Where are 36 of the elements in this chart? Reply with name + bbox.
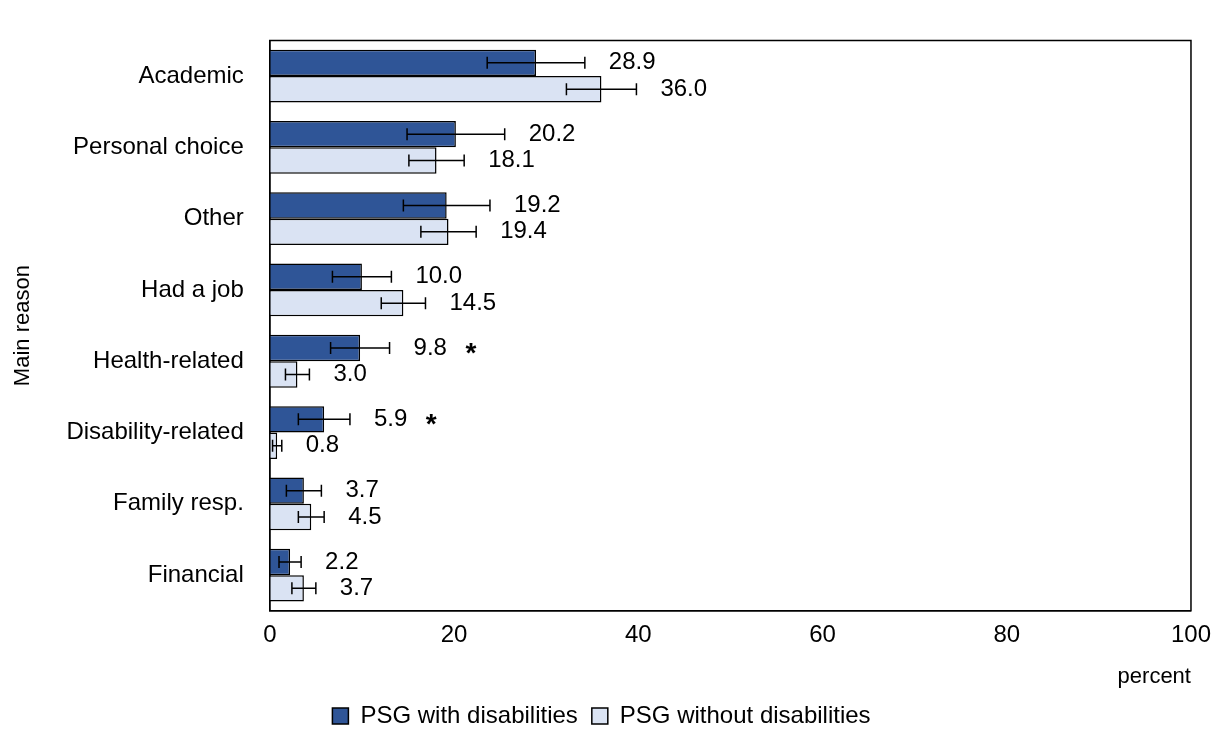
x-tick-label: 20 — [440, 619, 468, 647]
data-label: 3.7 — [339, 572, 374, 600]
annotation: * — [425, 408, 437, 440]
y-tick-label: Academic — [138, 60, 244, 88]
data-label: 14.5 — [449, 287, 497, 315]
data-label: 20.2 — [528, 118, 576, 146]
y-tick-label: Personal choice — [73, 131, 244, 159]
data-label: 3.0 — [333, 359, 367, 387]
x-tick-label: 80 — [993, 619, 1021, 647]
data-label: 10.0 — [415, 261, 463, 289]
data-label: 36.0 — [660, 73, 708, 101]
data-label: 0.8 — [305, 430, 340, 458]
x-axis-title: percent — [1117, 662, 1191, 688]
y-tick-label: Financial — [147, 559, 244, 587]
y-tick-label: Health-related — [93, 345, 244, 373]
x-tick-label: 0 — [263, 619, 277, 647]
x-tick-label: 60 — [809, 619, 836, 647]
y-tick-label: Other — [183, 203, 244, 231]
y-tick-label: Had a job — [141, 274, 244, 302]
data-label: 4.5 — [348, 501, 382, 529]
x-tick-label: 100 — [1170, 619, 1211, 647]
y-tick-label: Family resp. — [113, 488, 244, 516]
data-label: 3.7 — [345, 475, 379, 503]
annotation: * — [465, 336, 477, 368]
legend-label: PSG without disabilities — [619, 700, 871, 728]
y-axis-title: Main reason — [9, 265, 35, 387]
data-label: 2.2 — [325, 546, 359, 574]
data-label: 9.8 — [413, 332, 447, 360]
data-label: 19.2 — [513, 190, 561, 218]
data-label: 18.1 — [488, 145, 535, 173]
legend-label: PSG with disabilities — [360, 700, 578, 728]
data-label: 5.9 — [373, 403, 408, 431]
y-tick-label: Disability-related — [66, 417, 244, 445]
data-label: 28.9 — [608, 47, 656, 75]
x-tick-label: 40 — [624, 619, 652, 647]
data-label: 19.4 — [500, 216, 547, 244]
